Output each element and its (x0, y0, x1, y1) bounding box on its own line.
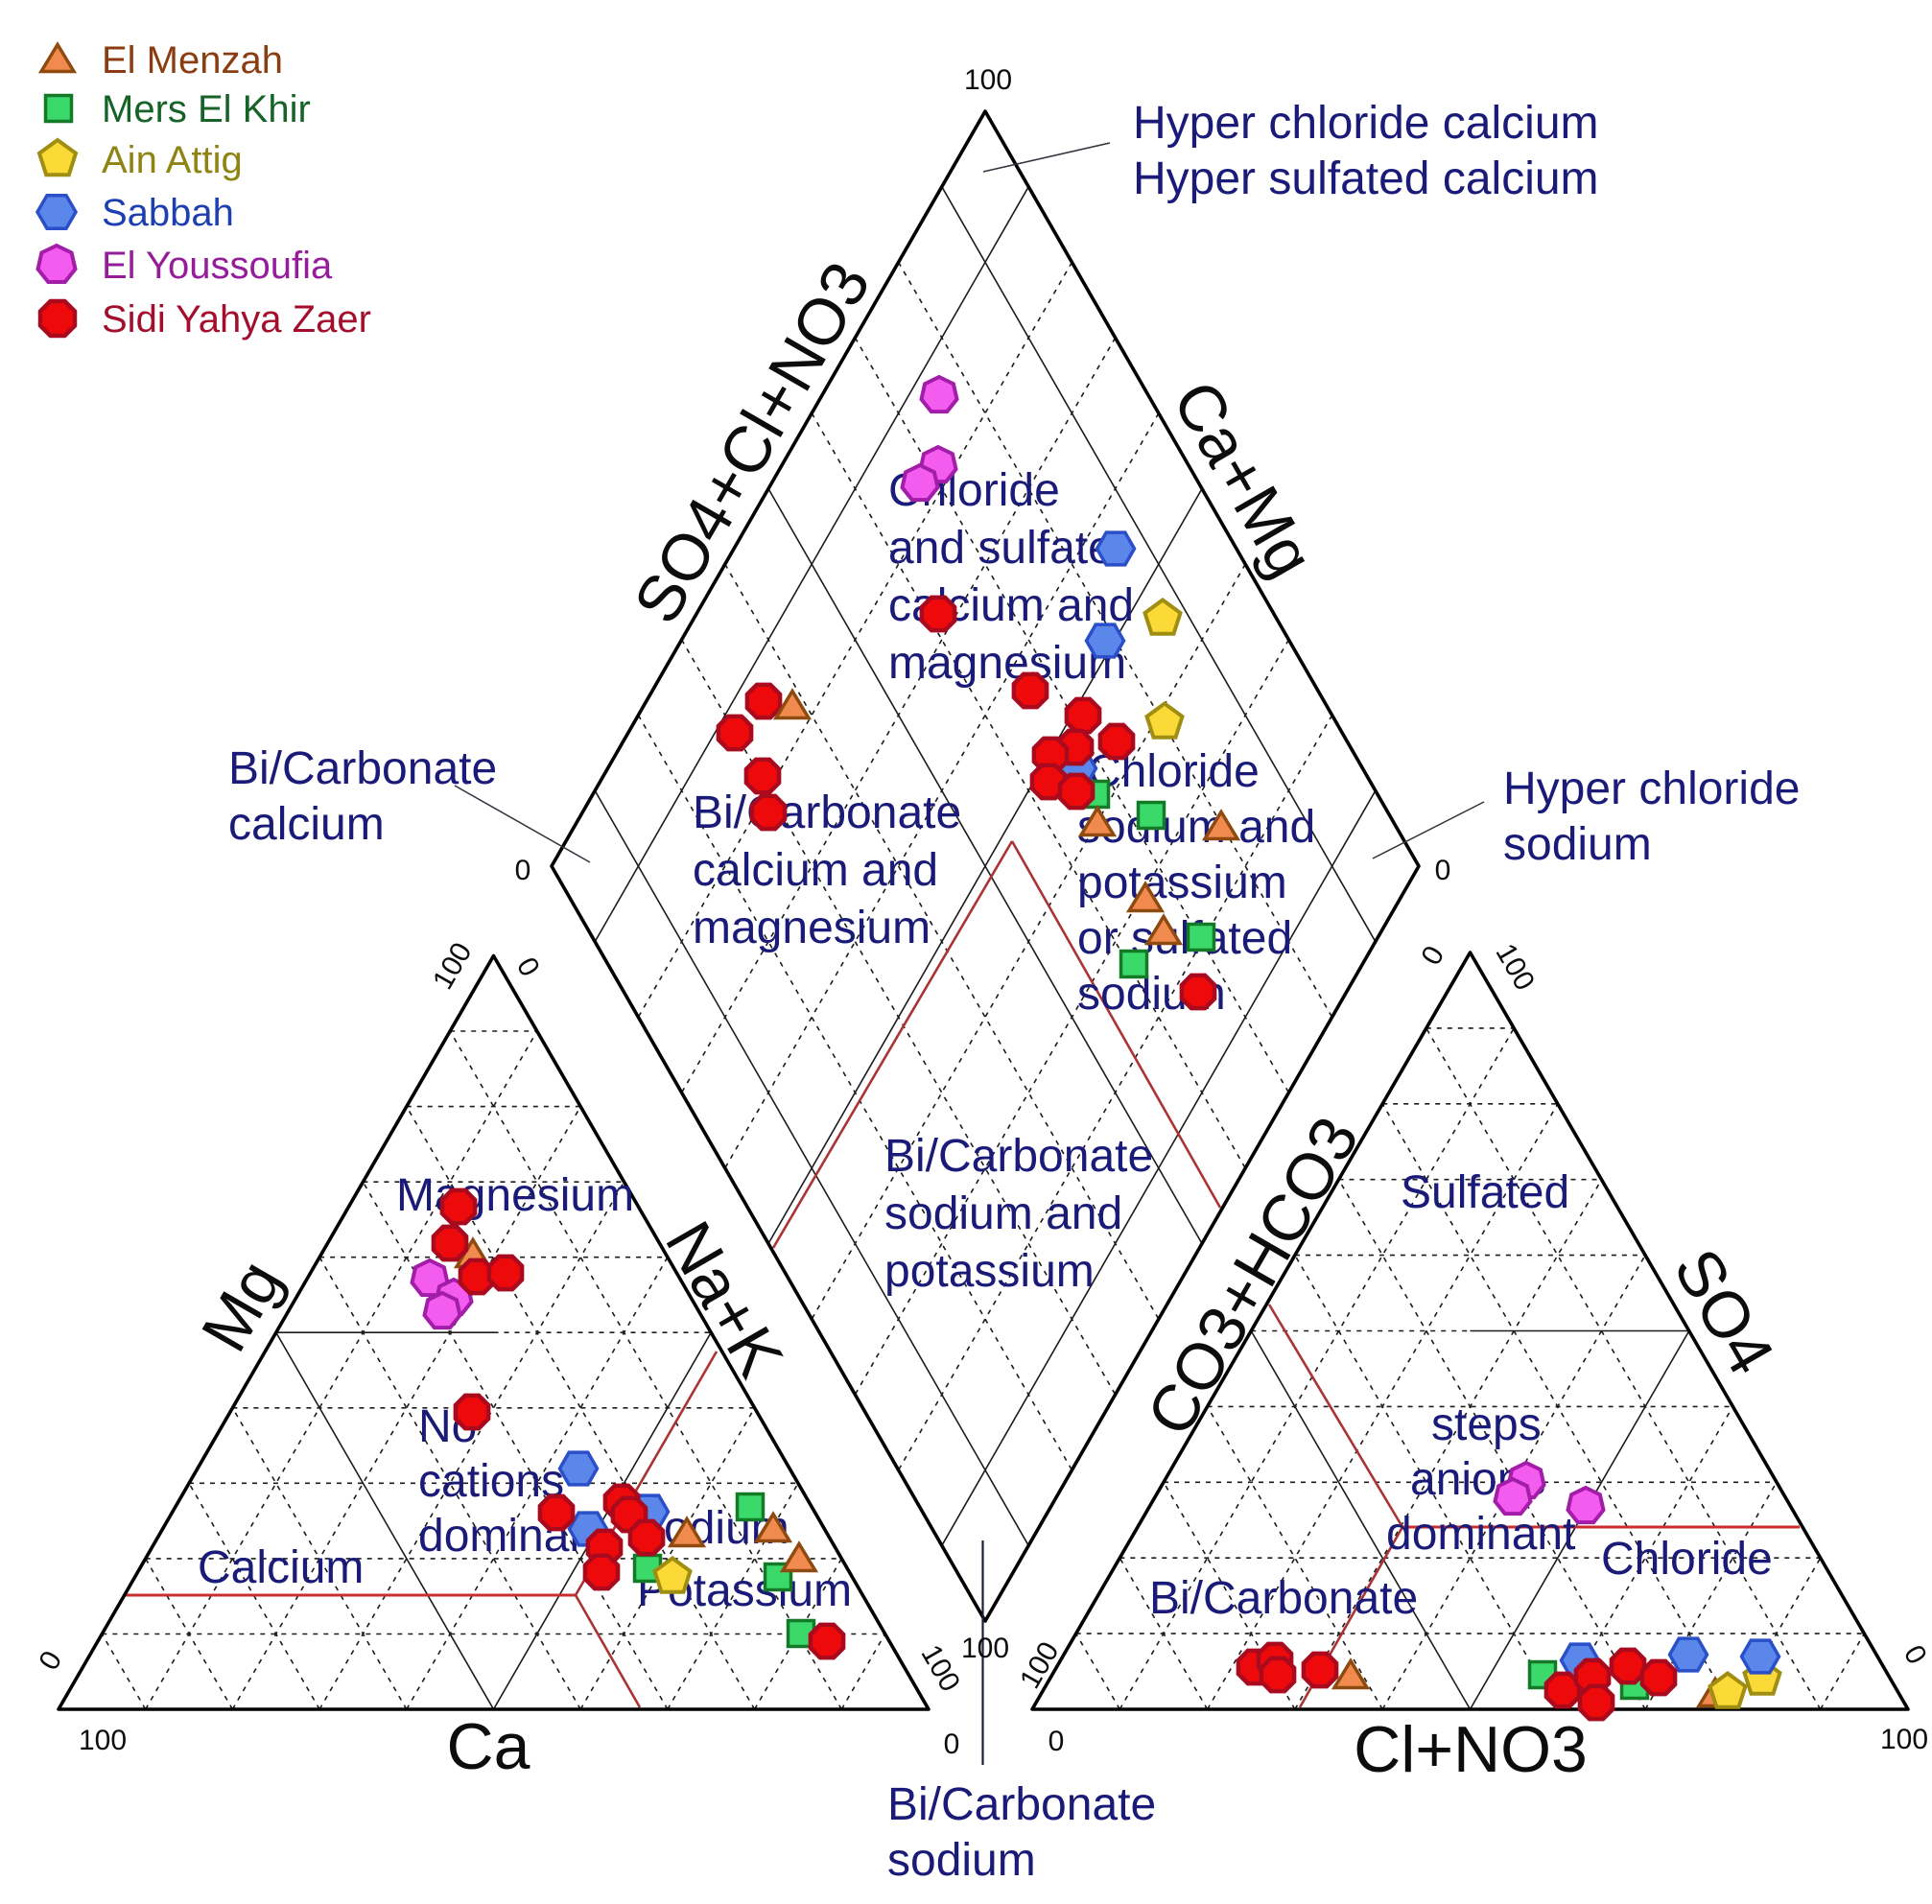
svg-text:cations: cations (418, 1456, 564, 1507)
svg-text:Magnesium: Magnesium (396, 1170, 634, 1221)
svg-text:0: 0 (1435, 855, 1451, 886)
svg-text:Bi/Carbonate: Bi/Carbonate (228, 743, 497, 794)
svg-text:magnesium: magnesium (693, 903, 931, 953)
svg-text:0: 0 (1048, 1726, 1065, 1757)
svg-text:sodium: sodium (1503, 819, 1652, 870)
svg-text:100: 100 (1880, 1724, 1928, 1755)
svg-text:100: 100 (961, 1633, 1009, 1664)
svg-text:Cl+NO3: Cl+NO3 (1354, 1713, 1588, 1786)
svg-text:Mers El Khir: Mers El Khir (102, 88, 311, 130)
svg-text:Ain Attig: Ain Attig (102, 139, 243, 181)
svg-text:Chloride: Chloride (1601, 1534, 1773, 1585)
svg-text:Bi/Carbonate: Bi/Carbonate (693, 787, 961, 838)
svg-text:El Youssoufia: El Youssoufia (102, 245, 333, 287)
svg-text:0: 0 (944, 1728, 960, 1760)
svg-text:or sulfated: or sulfated (1077, 913, 1292, 964)
svg-text:calcium and: calcium and (693, 845, 938, 896)
svg-text:magnesium: magnesium (888, 638, 1126, 689)
svg-text:potassium: potassium (1077, 858, 1287, 908)
svg-text:100: 100 (964, 64, 1012, 96)
svg-text:Hyper chloride calcium: Hyper chloride calcium (1133, 98, 1599, 149)
svg-text:sodium and: sodium and (1077, 802, 1315, 853)
svg-text:Ca: Ca (447, 1710, 530, 1783)
svg-text:Bi/Carbonate: Bi/Carbonate (887, 1779, 1156, 1830)
svg-text:Bi/Carbonate: Bi/Carbonate (1149, 1573, 1418, 1624)
svg-text:Calcium: Calcium (198, 1542, 364, 1593)
svg-text:0: 0 (515, 855, 531, 886)
svg-text:Hyper sulfated calcium: Hyper sulfated calcium (1133, 153, 1599, 204)
svg-text:El Menzah: El Menzah (102, 39, 283, 82)
svg-text:dominant: dominant (1386, 1509, 1575, 1560)
svg-text:potassium: potassium (884, 1246, 1095, 1297)
svg-text:and sulfate: and sulfate (888, 523, 1114, 574)
svg-text:Bi/Carbonate: Bi/Carbonate (884, 1131, 1153, 1182)
svg-text:100: 100 (79, 1725, 127, 1756)
svg-text:sodium: sodium (887, 1835, 1036, 1886)
svg-text:calcium: calcium (228, 799, 385, 850)
svg-text:sodium and: sodium and (884, 1188, 1122, 1239)
svg-text:Sidi Yahya Zaer: Sidi Yahya Zaer (102, 298, 371, 341)
svg-text:Sabbah: Sabbah (102, 192, 234, 234)
svg-text:steps: steps (1431, 1399, 1542, 1450)
svg-text:Hyper chloride: Hyper chloride (1503, 764, 1800, 814)
svg-text:Sulfated: Sulfated (1401, 1167, 1569, 1218)
